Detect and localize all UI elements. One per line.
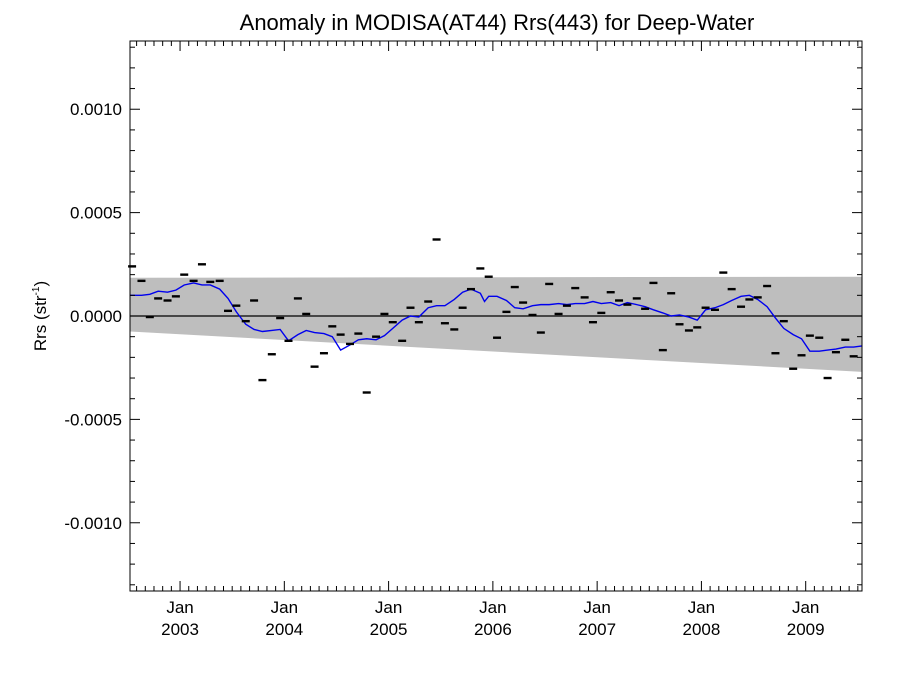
y-tick-label: 0.0000 — [70, 307, 122, 326]
x-tick-label-month: Jan — [375, 598, 402, 617]
x-tick-label-month: Jan — [479, 598, 506, 617]
x-tick-label-year: 2005 — [370, 620, 408, 639]
y-axis-label-main: Rrs (str — [31, 295, 50, 351]
y-axis-label-superscript: -1 — [31, 286, 42, 295]
plot-area: 0.0010 0.0005 0.0000 -0.0005 -0.0010 Jan 2003 J… — [64, 40, 863, 639]
x-tick-label-year: 2009 — [787, 620, 825, 639]
y-tick-label: -0.0010 — [64, 514, 122, 533]
x-tick-label-year: 2006 — [474, 620, 512, 639]
x-tick-label-month: Jan — [271, 598, 298, 617]
x-tick-label-year: 2008 — [683, 620, 721, 639]
x-tick-label-year: 2004 — [265, 620, 303, 639]
y-tick-label: -0.0005 — [64, 410, 122, 429]
y-tick-label: 0.0005 — [70, 204, 122, 223]
x-tick-label-year: 2003 — [161, 620, 199, 639]
x-tick-label-month: Jan — [792, 598, 819, 617]
running-mean-line — [130, 282, 862, 352]
x-tick-label-month: Jan — [166, 598, 193, 617]
y-axis-label-close: ) — [31, 281, 50, 287]
x-tick-label-month: Jan — [583, 598, 610, 617]
y-axis-label: Rrs (str-1) — [31, 281, 50, 351]
x-tick-label-month: Jan — [688, 598, 715, 617]
uncertainty-band — [130, 276, 862, 372]
chart-title: Anomaly in MODISA(AT44) Rrs(443) for Dee… — [240, 10, 755, 35]
x-tick-label-year: 2007 — [578, 620, 616, 639]
y-tick-label: 0.0010 — [70, 100, 122, 119]
